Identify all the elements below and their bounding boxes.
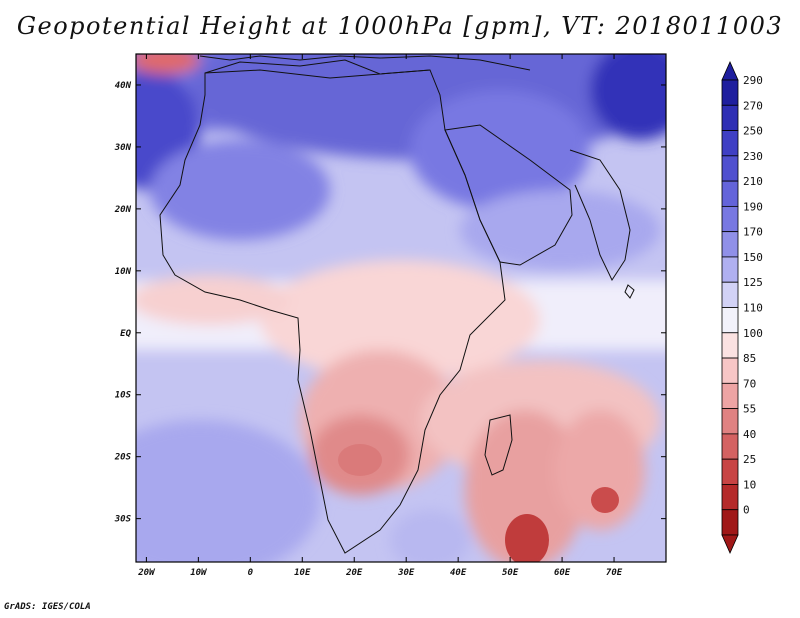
x-tick-label: 50E — [502, 568, 519, 578]
x-tick-label: 0 — [248, 568, 254, 578]
colorbar-label: 40 — [743, 428, 756, 441]
colorbar-swatch — [721, 484, 739, 511]
y-tick-label: EQ — [120, 329, 131, 339]
map-title: Geopotential Height at 1000hPa [gpm], VT… — [16, 12, 784, 40]
x-tick-label: 20W — [137, 568, 156, 578]
madagascar-coastline — [484, 414, 513, 476]
colorbar-swatch — [721, 408, 739, 435]
colorbar-label: 70 — [743, 377, 756, 390]
colorbar-label: 170 — [743, 226, 763, 239]
colorbar-label: 270 — [743, 99, 763, 112]
x-tick-label: 20E — [345, 568, 363, 578]
mediterranean-shore — [204, 69, 431, 79]
x-tick-label: 30E — [397, 568, 415, 578]
colorbar-label: 10 — [743, 478, 756, 491]
colorbar-label: 55 — [743, 403, 756, 416]
colorbar-swatch — [721, 256, 739, 283]
coastlines — [159, 55, 635, 554]
x-tick-label: 60E — [554, 568, 571, 578]
colorbar-arrow-top — [721, 61, 739, 81]
colorbar-swatch — [721, 130, 739, 157]
colorbar-swatch — [721, 458, 739, 485]
colorbar-label: 210 — [743, 175, 763, 188]
sri-lanka — [624, 284, 635, 299]
colorbar-label: 85 — [743, 352, 756, 365]
x-tick-label: 40E — [450, 568, 467, 578]
colorbar-label: 25 — [743, 453, 756, 466]
grads-credit: GrADS: IGES/COLA — [4, 602, 91, 612]
y-tick-label: 10N — [115, 267, 132, 277]
colorbar-swatch — [721, 332, 739, 359]
y-tick-label: 30S — [114, 515, 132, 525]
colorbar-label: 290 — [743, 74, 763, 87]
colorbar-swatch — [721, 155, 739, 182]
y-tick-label: 30N — [114, 143, 132, 153]
colorbar-swatch — [721, 357, 739, 384]
colorbar-label: 110 — [743, 302, 763, 315]
africa-coastline — [159, 59, 506, 554]
colorbar-label: 190 — [743, 200, 763, 213]
colorbar-label: 150 — [743, 251, 763, 264]
colorbar-swatch — [721, 307, 739, 334]
colorbar-swatch — [721, 205, 739, 233]
colorbar-swatch — [721, 104, 739, 131]
y-tick-label: 20N — [114, 205, 132, 215]
map-frame — [135, 53, 667, 563]
x-tick-label: 10E — [294, 568, 311, 578]
colorbar: 2902702502302101901701501251101008570554… — [721, 61, 763, 554]
colorbar-label: 100 — [743, 327, 763, 340]
colorbar-label: 230 — [743, 150, 763, 163]
colorbar-label: 0 — [743, 504, 750, 517]
colorbar-swatch — [721, 433, 739, 460]
y-tick-label: 20S — [114, 453, 132, 463]
x-tick-label: 10W — [190, 568, 208, 578]
colorbar-label: 125 — [743, 276, 763, 289]
y-tick-label: 40N — [115, 81, 132, 91]
colorbar-swatch — [721, 281, 739, 308]
colorbar-swatch — [721, 509, 739, 536]
y-tick-label: 10S — [115, 391, 132, 401]
colorbar-swatch — [721, 180, 739, 207]
europe-coastline — [199, 55, 531, 71]
x-tick-label: 70E — [606, 568, 623, 578]
colorbar-swatch — [721, 231, 739, 258]
colorbar-label: 250 — [743, 125, 763, 138]
colorbar-swatch — [721, 79, 739, 106]
india-coastline — [569, 149, 631, 282]
map-axes: 20W 10W 0 10E 20E 30E 40E 50E 60E 70E 40N 30N 20N 10N… — [114, 54, 666, 578]
height-field — [136, 54, 666, 562]
colorbar-swatch — [721, 382, 739, 410]
colorbar-arrow-bottom — [721, 534, 739, 554]
arabia-coastline — [444, 124, 573, 266]
